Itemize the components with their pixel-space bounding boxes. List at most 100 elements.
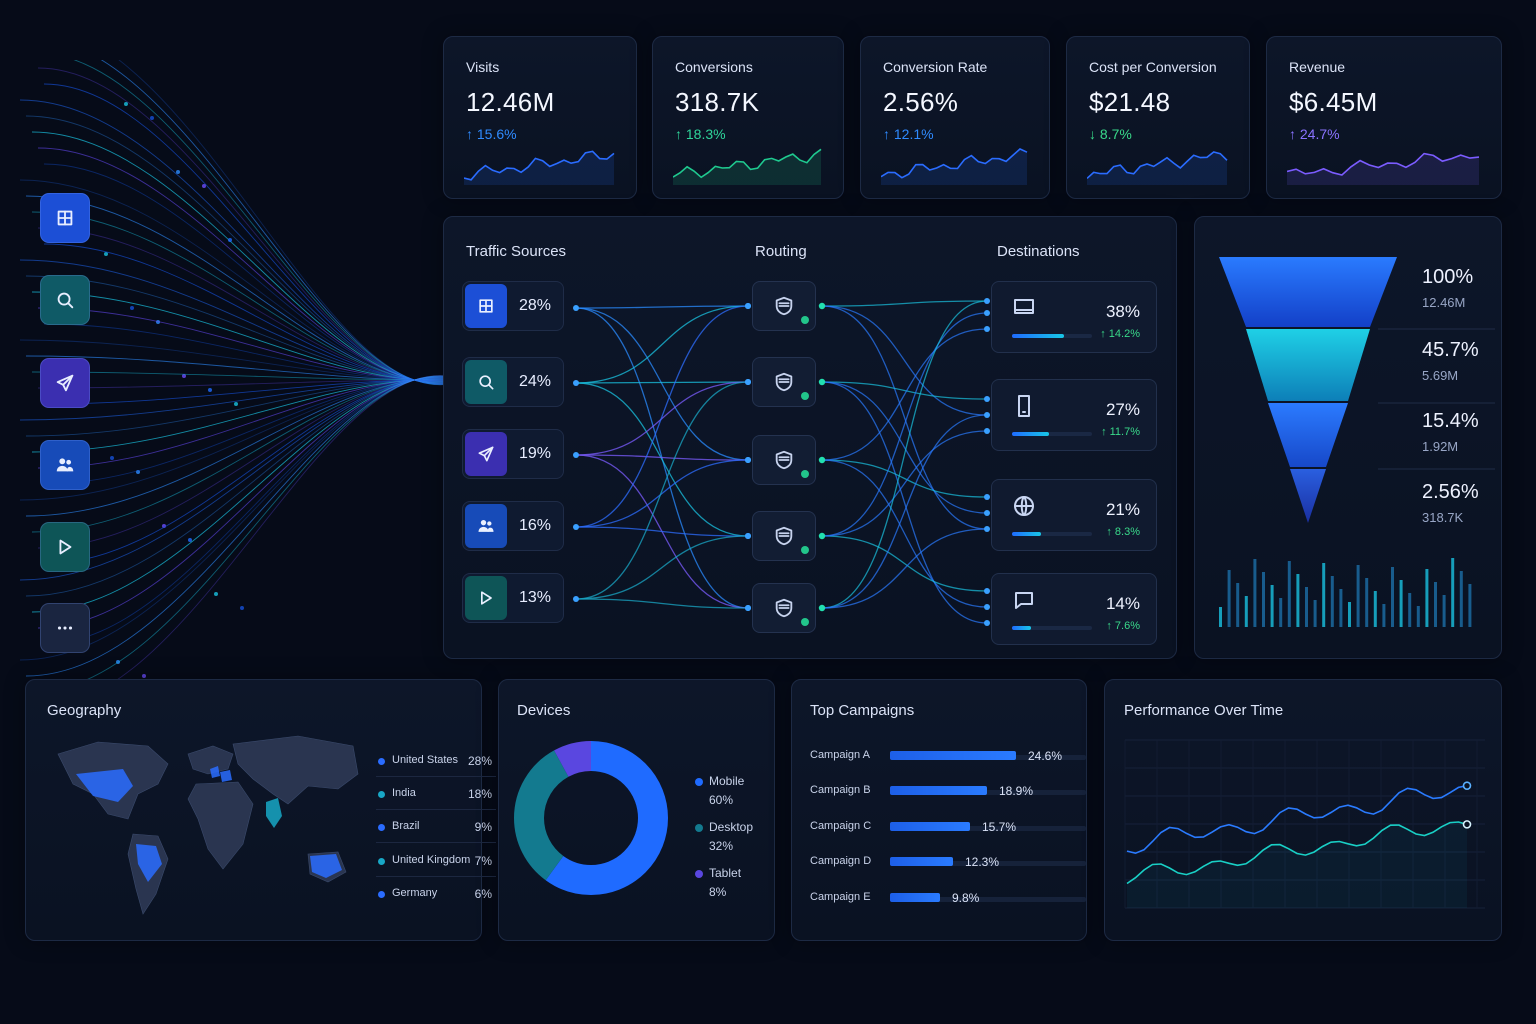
activity-bar <box>1391 567 1394 627</box>
sidebar-button-more[interactable] <box>40 603 90 653</box>
kpi-sparkline <box>881 148 1028 185</box>
sidebar-button-play[interactable] <box>40 522 90 572</box>
campaign-row: Campaign D 12.3% <box>810 852 1086 872</box>
kpi-delta: ↑ 24.7% <box>1289 126 1340 142</box>
flow-link <box>575 598 749 609</box>
traffic-source-grid-plus[interactable]: 28% <box>462 281 564 331</box>
routing-node[interactable] <box>752 583 816 633</box>
source-percent: 19% <box>519 445 552 462</box>
traffic-source-users[interactable]: 16% <box>462 501 564 551</box>
routing-node[interactable] <box>752 281 816 331</box>
kpi-card: Revenue $6.45M ↑ 24.7% <box>1266 36 1502 199</box>
more-icon <box>57 626 73 630</box>
routing-node[interactable] <box>752 511 816 561</box>
source-icon-wrap <box>465 576 507 620</box>
search-icon <box>479 375 494 390</box>
campaign-row: Campaign E 9.8% <box>810 888 1086 908</box>
flow-link-start <box>818 604 826 612</box>
activity-bar <box>1322 563 1326 627</box>
activity-bar <box>1330 576 1334 627</box>
flow-link <box>821 328 988 461</box>
destination-icon-wrap <box>1012 494 1036 523</box>
sidebar-button-grid-plus[interactable] <box>40 193 90 243</box>
performance-line-chart <box>1124 739 1485 909</box>
destination-chat[interactable]: 14% ↑ 7.6% <box>991 573 1157 645</box>
kpi-delta: ↑ 12.1% <box>883 126 934 142</box>
destination-mobile[interactable]: 27% ↑ 11.7% <box>991 379 1157 451</box>
users-icon <box>478 520 494 532</box>
flow-link <box>575 459 749 528</box>
stream-line <box>84 375 466 680</box>
traffic-stream-graphic <box>19 60 470 680</box>
flow-link-end <box>984 428 990 434</box>
traffic-source-search[interactable]: 24% <box>462 357 564 407</box>
kpi-value: $6.45M <box>1289 87 1378 117</box>
routing-node[interactable] <box>752 435 816 485</box>
country-share: 7% <box>474 854 492 868</box>
flow-link-end <box>745 303 751 309</box>
destination-bar <box>1012 432 1092 436</box>
routing-title: Routing <box>755 243 807 260</box>
activity-bar <box>1227 570 1231 627</box>
stream-dot <box>182 374 186 378</box>
activity-bar <box>1408 593 1412 627</box>
stream-dot <box>240 606 244 610</box>
play-icon <box>481 591 492 605</box>
conversion-funnel <box>1219 257 1495 627</box>
activity-bar <box>1348 602 1351 627</box>
flow-link <box>821 305 988 530</box>
routing-status-dot <box>801 392 809 400</box>
search-icon <box>57 292 74 309</box>
kpi-value: 2.56% <box>883 87 959 117</box>
campaign-bar <box>890 857 953 866</box>
campaign-row: Campaign A 24.6% <box>810 746 1086 766</box>
routing-node[interactable] <box>752 357 816 407</box>
flow-link <box>575 381 749 600</box>
activity-bar <box>1262 572 1265 627</box>
sidebar-button-users[interactable] <box>40 440 90 490</box>
campaign-bar-track <box>890 897 1086 902</box>
stream-dot <box>214 592 218 596</box>
destination-globe[interactable]: 21% ↑ 8.3% <box>991 479 1157 551</box>
continent-shape <box>187 781 254 870</box>
send-icon <box>56 374 74 392</box>
stream-dot <box>208 388 212 392</box>
flow-link <box>821 305 988 416</box>
flow-link-start <box>818 302 826 310</box>
kpi-label: Visits <box>466 59 500 75</box>
stream-line <box>37 67 466 385</box>
stream-line <box>31 378 466 453</box>
source-icon-wrap <box>465 504 507 548</box>
stream-dot <box>202 184 206 188</box>
country-name: United States <box>392 754 459 766</box>
flow-link <box>821 459 988 498</box>
campaign-value: 18.9% <box>999 784 1034 798</box>
stream-line <box>43 377 466 565</box>
sidebar-button-send[interactable] <box>40 358 90 408</box>
destination-monitor[interactable]: 38% ↑ 14.2% <box>991 281 1157 353</box>
flow-link-end <box>745 457 751 463</box>
country-name: Brazil <box>392 820 420 832</box>
grid-plus-icon <box>479 299 493 313</box>
kpi-label: Revenue <box>1289 59 1346 75</box>
traffic-source-send[interactable]: 19% <box>462 429 564 479</box>
kpi-card: Conversions 318.7K ↑ 18.3% <box>652 36 844 199</box>
destination-percent: 38% <box>1105 302 1140 321</box>
activity-bar <box>1382 604 1386 627</box>
source-percent: 28% <box>519 297 552 314</box>
device-name: Tablet <box>709 866 742 880</box>
flow-link-end <box>984 604 990 610</box>
kpi-card: Conversion Rate 2.56% ↑ 12.1% <box>860 36 1050 199</box>
flow-link <box>821 300 988 307</box>
flow-link <box>575 307 749 461</box>
destination-change: ↑ 7.6% <box>1106 620 1140 632</box>
highlighted-country <box>76 769 133 802</box>
flow-link <box>575 305 749 528</box>
sidebar-button-search[interactable] <box>40 275 90 325</box>
country-share: 18% <box>467 787 492 801</box>
stream-dot <box>228 238 232 242</box>
flow-link <box>821 414 988 609</box>
traffic-source-play[interactable]: 13% <box>462 573 564 623</box>
play-icon <box>59 539 72 555</box>
flow-link-start <box>573 524 579 530</box>
